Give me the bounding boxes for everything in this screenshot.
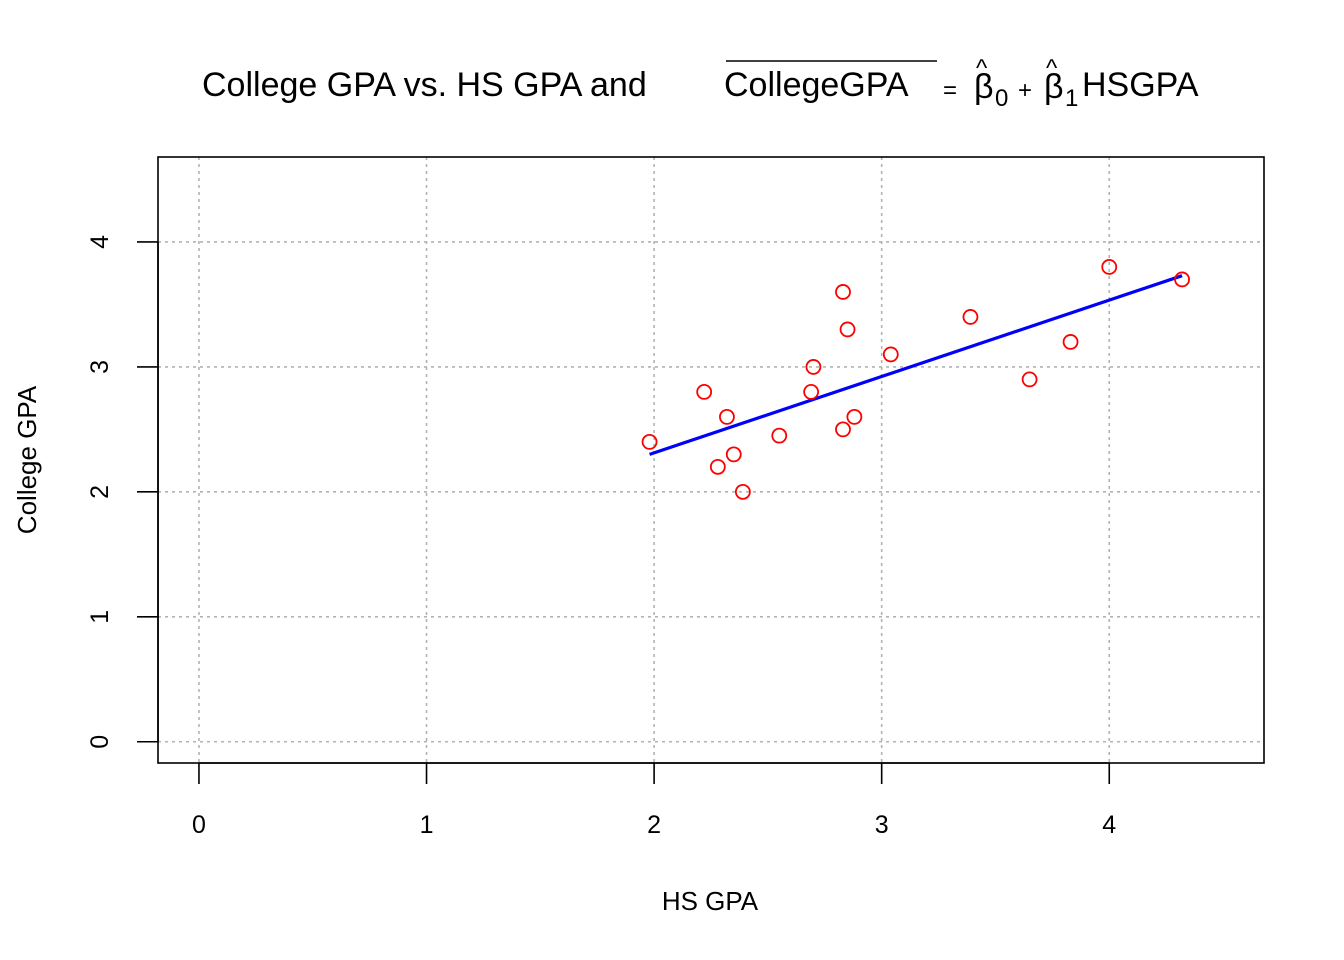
title-hat-term: CollegeGPA <box>724 66 909 104</box>
data-point <box>805 359 822 375</box>
x-axis-title: HS GPA <box>662 886 759 916</box>
data-point <box>1062 334 1079 350</box>
data-point <box>1021 371 1038 388</box>
data-point <box>846 408 863 425</box>
data-point <box>882 346 899 363</box>
y-tick-label: 4 <box>86 235 114 249</box>
x-tick-label: 3 <box>875 811 889 839</box>
data-point <box>771 427 788 444</box>
data-point <box>835 421 851 438</box>
regression-line <box>649 274 1183 456</box>
fit-line-layer <box>649 274 1183 456</box>
data-point <box>725 446 742 463</box>
data-point <box>962 309 979 325</box>
data-point <box>1174 271 1190 288</box>
title-equals: = <box>943 77 957 104</box>
x-axis: 0 1 2 3 4 <box>192 762 1116 839</box>
points-layer <box>641 259 1190 500</box>
data-point <box>1101 259 1118 275</box>
title-beta1: β <box>1044 68 1064 106</box>
grid <box>158 157 1264 763</box>
title-plus: + <box>1018 77 1032 104</box>
x-tick-label: 2 <box>647 811 661 839</box>
x-tick-label: 4 <box>1102 811 1116 839</box>
plot-frame <box>157 156 1265 764</box>
chart-title: College GPA vs. HS GPA and CollegeGPA = … <box>202 55 1199 112</box>
data-point <box>641 433 658 450</box>
title-suffix: HSGPA <box>1082 66 1199 104</box>
data-point <box>734 483 751 500</box>
title-sub0: 0 <box>995 85 1008 112</box>
y-axis-title: College GPA <box>12 385 42 534</box>
title-beta0-hat: ^ <box>976 55 988 82</box>
title-sub1: 1 <box>1065 85 1078 112</box>
y-tick-label: 0 <box>86 735 114 749</box>
data-point <box>835 284 851 300</box>
data-point <box>719 408 735 425</box>
x-tick-label: 0 <box>192 811 206 839</box>
data-point <box>696 384 713 400</box>
y-axis: 0 1 2 3 4 <box>86 235 159 749</box>
title-beta0: β <box>974 68 994 106</box>
title-prefix: College GPA vs. HS GPA and <box>202 66 647 104</box>
y-tick-label: 3 <box>86 360 114 374</box>
x-tick-label: 1 <box>420 811 434 839</box>
y-tick-label: 1 <box>86 610 114 624</box>
title-beta1-hat: ^ <box>1046 55 1058 82</box>
data-point <box>839 321 856 338</box>
y-tick-label: 2 <box>86 485 114 499</box>
data-point <box>803 384 820 400</box>
data-point <box>709 458 726 475</box>
